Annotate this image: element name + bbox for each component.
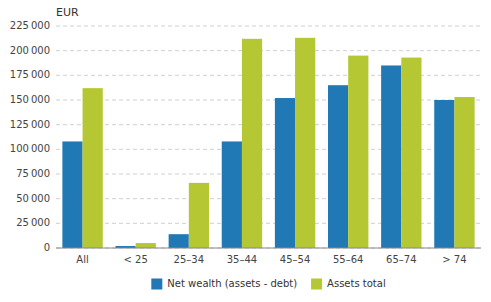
bar (189, 183, 209, 248)
x-tick-label: < 25 (124, 254, 148, 265)
legend-label: Assets total (327, 278, 386, 289)
y-tick-label: 100 000 (10, 143, 50, 154)
bar (401, 58, 421, 248)
bars (62, 38, 474, 248)
bar (83, 88, 103, 248)
x-axis: All < 25 25–34 35–44 45–54 55–64 65–74 > 74 (56, 248, 481, 265)
bar (275, 98, 295, 248)
page: {"chart_data": { "type": "bar", "ylabel"… (0, 0, 491, 302)
legend-label: Net wealth (assets - debt) (167, 278, 297, 289)
bar (62, 141, 82, 248)
bar (454, 97, 474, 248)
x-tick-label: 55–64 (333, 254, 363, 265)
grid (56, 26, 481, 248)
legend-swatch (311, 279, 322, 290)
bar (222, 141, 242, 248)
bar (242, 39, 262, 248)
x-tick-label: 45–54 (280, 254, 310, 265)
y-tick-label: 150 000 (10, 94, 50, 105)
x-axis-line (56, 248, 481, 249)
legend-swatch (151, 279, 162, 290)
y-tick-label: 200 000 (10, 45, 50, 56)
x-tick-label: 35–44 (227, 254, 257, 265)
x-tick-label: All (76, 254, 88, 265)
y-axis: 0 25 000 50 000 75 000 100 000 125 000 150 000… (10, 20, 50, 253)
y-tick-label: 75 000 (16, 168, 50, 179)
grid-line (56, 50, 481, 51)
y-tick-label: 0 (44, 242, 50, 253)
bar-series (83, 38, 475, 248)
y-tick-label: 50 000 (16, 193, 50, 204)
bar (328, 85, 348, 248)
y-axis-label: EUR (56, 6, 79, 19)
y-tick-label: 175 000 (10, 69, 50, 80)
bar (295, 38, 315, 248)
x-tick-label: > 74 (442, 254, 466, 265)
bar (381, 65, 401, 248)
bar (348, 56, 368, 248)
y-tick-label: 125 000 (10, 119, 50, 130)
bar (136, 243, 156, 248)
legend: Net wealth (assets - debt) Assets total (151, 278, 385, 290)
y-tick-label: 25 000 (16, 217, 50, 228)
grid-line (56, 248, 481, 249)
legend-item: Assets total (311, 278, 386, 290)
legend-item: Net wealth (assets - debt) (151, 278, 297, 290)
chart: 0 25 000 50 000 75 000 100 000 125 000 150 000… (0, 0, 491, 302)
grid-line (56, 26, 481, 27)
bar (169, 234, 189, 248)
y-tick-label: 225 000 (10, 20, 50, 31)
bar (434, 100, 454, 248)
x-tick-label: 65–74 (386, 254, 416, 265)
x-tick-label: 25–34 (174, 254, 204, 265)
